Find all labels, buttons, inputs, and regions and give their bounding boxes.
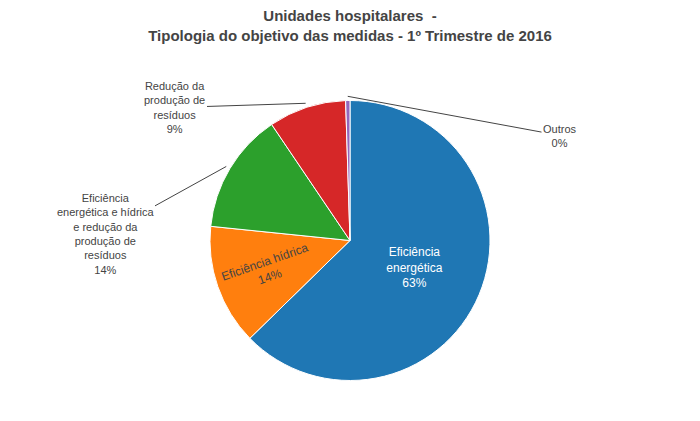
svg-text:Eficiência hídrica14%: Eficiência hídrica14%: [220, 240, 316, 298]
svg-text:Eficiênciaenergética63%: Eficiênciaenergética63%: [386, 245, 442, 290]
svg-text:Unidades hospitalares -Tipolo: Unidades hospitalares -Tipologia do obje…: [148, 7, 552, 44]
svg-text:Redução daprodução deresíduos9: Redução daprodução deresíduos9%: [144, 80, 205, 135]
svg-text:Eficiênciaenergética e hídrica: Eficiênciaenergética e hídricae redução …: [57, 192, 154, 276]
svg-text:Outros0%: Outros0%: [543, 123, 577, 149]
